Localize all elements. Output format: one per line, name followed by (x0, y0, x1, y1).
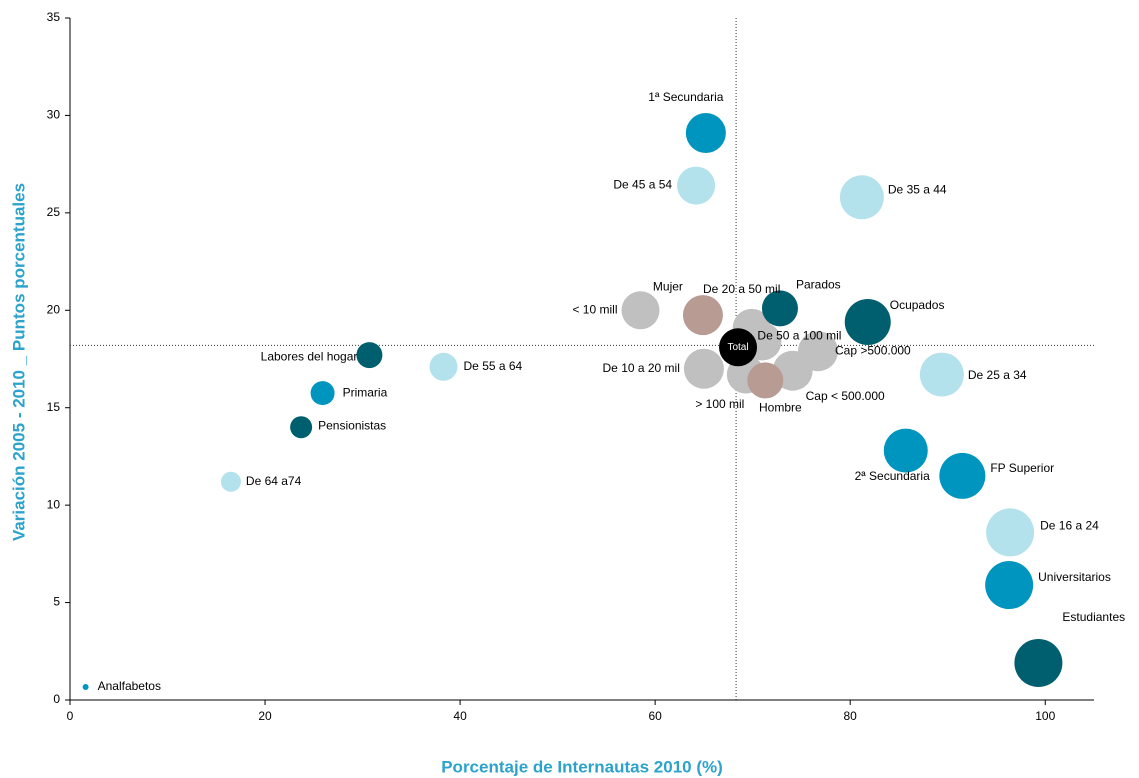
point-label: Total (727, 342, 748, 353)
point-label: Labores del hogar (261, 349, 358, 363)
bubble (883, 428, 928, 473)
point-label: Parados (796, 278, 841, 292)
point-label: Pensionistas (318, 418, 386, 432)
x-tick-label: 100 (1035, 709, 1055, 723)
point-label: < 10 mill (572, 302, 617, 316)
x-tick-label: 80 (844, 709, 858, 723)
bubble (310, 381, 335, 406)
bubble (220, 471, 241, 492)
bubble (682, 295, 723, 336)
point-label: De 10 a 20 mil (603, 361, 680, 375)
y-tick-label: 15 (47, 400, 61, 414)
bubble (839, 175, 884, 220)
point-label: Universitarios (1038, 570, 1111, 584)
y-tick-label: 35 (47, 10, 61, 24)
bubble (621, 291, 660, 330)
point-label: 2ª Secundaria (855, 469, 930, 483)
bubble (429, 352, 458, 381)
bubble (939, 452, 986, 499)
point-label: Hombre (759, 401, 802, 415)
bubble (1014, 638, 1063, 687)
point-label: De 20 a 50 mil (703, 282, 780, 296)
point-label: Analfabetos (98, 679, 161, 693)
x-tick-label: 60 (648, 709, 662, 723)
x-tick-label: 20 (258, 709, 272, 723)
point-label: De 64 a74 (246, 474, 302, 488)
bubble (677, 166, 716, 205)
y-tick-label: 25 (47, 205, 61, 219)
point-label: Estudiantes (1062, 610, 1125, 624)
point-label: De 50 a 100 mil (757, 329, 841, 343)
point-label: Primaria (343, 385, 388, 399)
x-axis-title: Porcentaje de Internautas 2010 (%) (441, 757, 723, 776)
bubble (290, 416, 313, 439)
bubble (685, 112, 726, 153)
bubble (919, 352, 964, 397)
bubble (844, 298, 891, 345)
bubble (747, 362, 784, 399)
point-label: FP Superior (990, 461, 1054, 475)
bubble (683, 348, 724, 389)
point-label: De 35 a 44 (888, 182, 947, 196)
point-label: De 55 a 64 (464, 359, 523, 373)
x-tick-label: 0 (67, 709, 74, 723)
bubble (719, 328, 758, 367)
point-label: De 45 a 54 (613, 178, 672, 192)
bubble (356, 342, 383, 369)
y-axis-title: Variación 2005 - 2010 _ Puntos porcentua… (9, 183, 28, 541)
bubble (761, 290, 798, 327)
y-tick-label: 30 (47, 108, 61, 122)
bubble (985, 561, 1034, 610)
point-label: Mujer (653, 279, 683, 293)
point-label: > 100 mil (695, 397, 744, 411)
y-tick-label: 20 (47, 302, 61, 316)
point-label: Ocupados (890, 298, 945, 312)
y-tick-label: 5 (53, 595, 60, 609)
point-label: De 25 a 34 (968, 368, 1027, 382)
point-label: Cap >500.000 (835, 343, 911, 357)
point-label: De 16 a 24 (1040, 519, 1099, 533)
y-tick-label: 0 (53, 692, 60, 706)
point-label: 1ª Secundaria (648, 90, 723, 104)
bubble (82, 683, 89, 690)
bubble (986, 508, 1035, 557)
point-label: Cap < 500.000 (806, 389, 885, 403)
y-tick-label: 10 (47, 497, 61, 511)
x-tick-label: 40 (453, 709, 467, 723)
